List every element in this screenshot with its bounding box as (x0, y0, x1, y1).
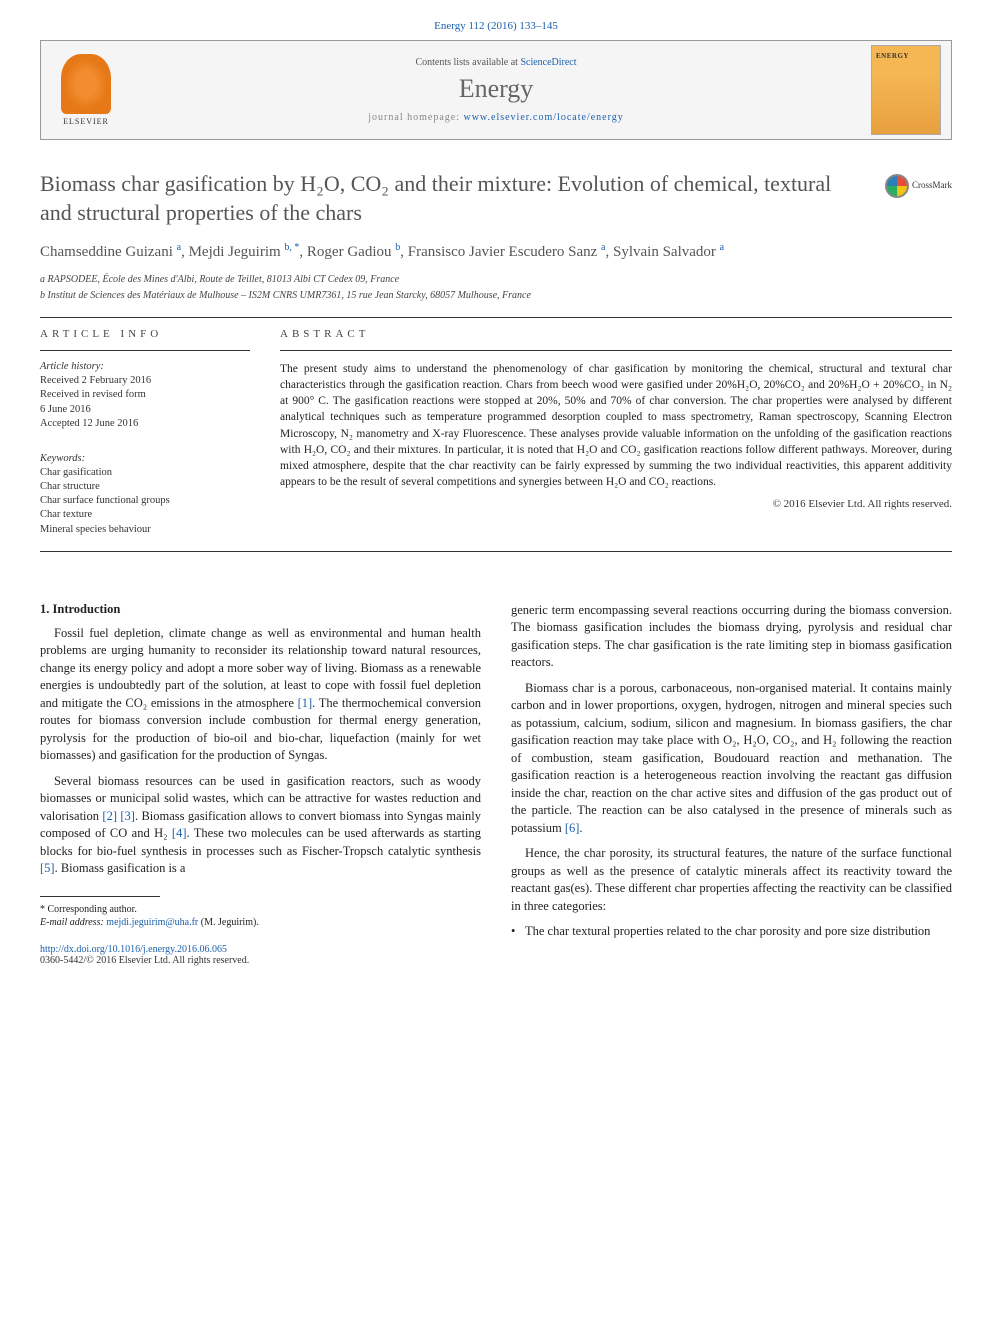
journal-header: ELSEVIER Contents lists available at Sci… (40, 40, 952, 140)
affiliation-b: b Institut de Sciences des Matériaux de … (40, 289, 952, 303)
history-line: Received 2 February 2016 (40, 374, 250, 388)
paragraph: generic term encompassing several reacti… (511, 602, 952, 672)
paragraph: Several biomass resources can be used in… (40, 773, 481, 878)
header-center: Contents lists available at ScienceDirec… (131, 57, 861, 123)
crossmark-badge[interactable]: CrossMark (885, 174, 952, 198)
affiliations: a RAPSODEE, École des Mines d'Albi, Rout… (40, 273, 952, 303)
body-columns: 1. Introduction Fossil fuel depletion, c… (40, 602, 952, 966)
abstract-heading: ABSTRACT (280, 328, 952, 340)
history-line: Received in revised form (40, 388, 250, 402)
crossmark-label: CrossMark (912, 180, 952, 192)
elsevier-tree-icon (61, 54, 111, 114)
paragraph: Fossil fuel depletion, climate change as… (40, 625, 481, 765)
email-person: (M. Jeguirim). (201, 917, 259, 928)
keyword: Char gasification (40, 466, 250, 480)
crossmark-icon (885, 174, 909, 198)
history-line: 6 June 2016 (40, 403, 250, 417)
info-abstract-row: ARTICLE INFO Article history: Received 2… (40, 328, 952, 537)
footnote-rule (40, 896, 160, 897)
info-rule-1 (40, 350, 250, 351)
publisher-name: ELSEVIER (63, 117, 109, 126)
email-link[interactable]: mejdi.jeguirim@uha.fr (106, 917, 198, 928)
section-1-heading: 1. Introduction (40, 602, 481, 617)
doi-line: http://dx.doi.org/10.1016/j.energy.2016.… (40, 944, 481, 955)
history-line: Accepted 12 June 2016 (40, 417, 250, 431)
keyword: Char texture (40, 508, 250, 522)
abstract-text: The present study aims to understand the… (280, 361, 952, 490)
email-label: E-mail address: (40, 917, 104, 928)
paragraph: Biomass char is a porous, carbonaceous, … (511, 680, 952, 838)
rule-top (40, 317, 952, 318)
article-title: Biomass char gasification by H₂O, CO₂ an… (40, 170, 952, 227)
history-label: Article history: (40, 361, 250, 372)
journal-name: Energy (131, 74, 861, 104)
email-footnote: E-mail address: mejdi.jeguirim@uha.fr (M… (40, 916, 481, 930)
footnote-block: * Corresponding author. E-mail address: … (40, 896, 481, 966)
paragraph: Hence, the char porosity, its structural… (511, 845, 952, 915)
citation: Energy 112 (2016) 133–145 (40, 20, 952, 32)
abstract-column: ABSTRACT The present study aims to under… (280, 328, 952, 537)
homepage-link[interactable]: www.elsevier.com/locate/energy (463, 112, 623, 123)
article-info-column: ARTICLE INFO Article history: Received 2… (40, 328, 250, 537)
keywords-label: Keywords: (40, 453, 250, 464)
citation-ref[interactable]: [2] (102, 809, 117, 823)
elsevier-logo: ELSEVIER (51, 45, 121, 135)
bullet-item: The char textural properties related to … (511, 923, 952, 941)
sciencedirect-link[interactable]: ScienceDirect (520, 57, 576, 68)
citation-ref[interactable]: [1] (298, 696, 313, 710)
contents-line: Contents lists available at ScienceDirec… (131, 57, 861, 68)
journal-cover-thumb (871, 45, 941, 135)
homepage-line: journal homepage: www.elsevier.com/locat… (131, 112, 861, 123)
citation-ref[interactable]: [5] (40, 861, 55, 875)
citation-ref[interactable]: [6] (565, 821, 580, 835)
article-info-heading: ARTICLE INFO (40, 328, 250, 340)
author-list: Chamseddine Guizani a, Mejdi Jeguirim b,… (40, 241, 952, 263)
affiliation-a: a RAPSODEE, École des Mines d'Albi, Rout… (40, 273, 952, 287)
homepage-prefix: journal homepage: (368, 112, 463, 123)
citation-ref[interactable]: [3] (120, 809, 135, 823)
keyword: Char surface functional groups (40, 494, 250, 508)
doi-link[interactable]: http://dx.doi.org/10.1016/j.energy.2016.… (40, 944, 227, 955)
abstract-copyright: © 2016 Elsevier Ltd. All rights reserved… (280, 498, 952, 510)
keyword: Char structure (40, 480, 250, 494)
abstract-rule (280, 350, 952, 351)
keyword: Mineral species behaviour (40, 523, 250, 537)
title-text: Biomass char gasification by H₂O, CO₂ an… (40, 171, 831, 225)
citation-ref[interactable]: [4] (172, 826, 187, 840)
rule-bottom (40, 551, 952, 552)
issn-line: 0360-5442/© 2016 Elsevier Ltd. All right… (40, 955, 481, 966)
corresponding-author: * Corresponding author. (40, 903, 481, 917)
contents-prefix: Contents lists available at (415, 57, 520, 68)
